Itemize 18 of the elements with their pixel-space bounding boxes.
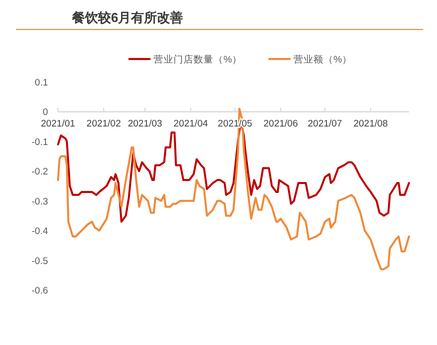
title: 餐饮较6月有所改善 xyxy=(72,10,184,25)
legend-label: 营业额（%） xyxy=(294,54,352,66)
y-tick-label: 0 xyxy=(42,107,48,118)
x-tick-label: 2021/01 xyxy=(40,118,76,130)
x-tick-label: 2021/04 xyxy=(174,118,208,130)
y-tick-label: -0.6 xyxy=(32,286,48,296)
y-tick-label: -0.4 xyxy=(32,226,48,238)
x-tick-label: 2021/02 xyxy=(86,118,121,130)
y-tick-label: -0.2 xyxy=(32,166,48,178)
y-tick-label: -0.1 xyxy=(32,136,48,148)
x-tick-label: 2021/03 xyxy=(128,118,162,130)
y-tick-label: -0.5 xyxy=(32,256,48,267)
y-tick-label: -0.3 xyxy=(32,196,48,208)
x-tick-label: 2021/07 xyxy=(308,118,342,130)
legend-label: 营业门店数量（%） xyxy=(154,54,242,66)
x-tick-label: 2021/08 xyxy=(353,118,388,130)
y-tick-label: 0.1 xyxy=(34,78,48,88)
x-tick-label: 2021/06 xyxy=(264,118,298,130)
